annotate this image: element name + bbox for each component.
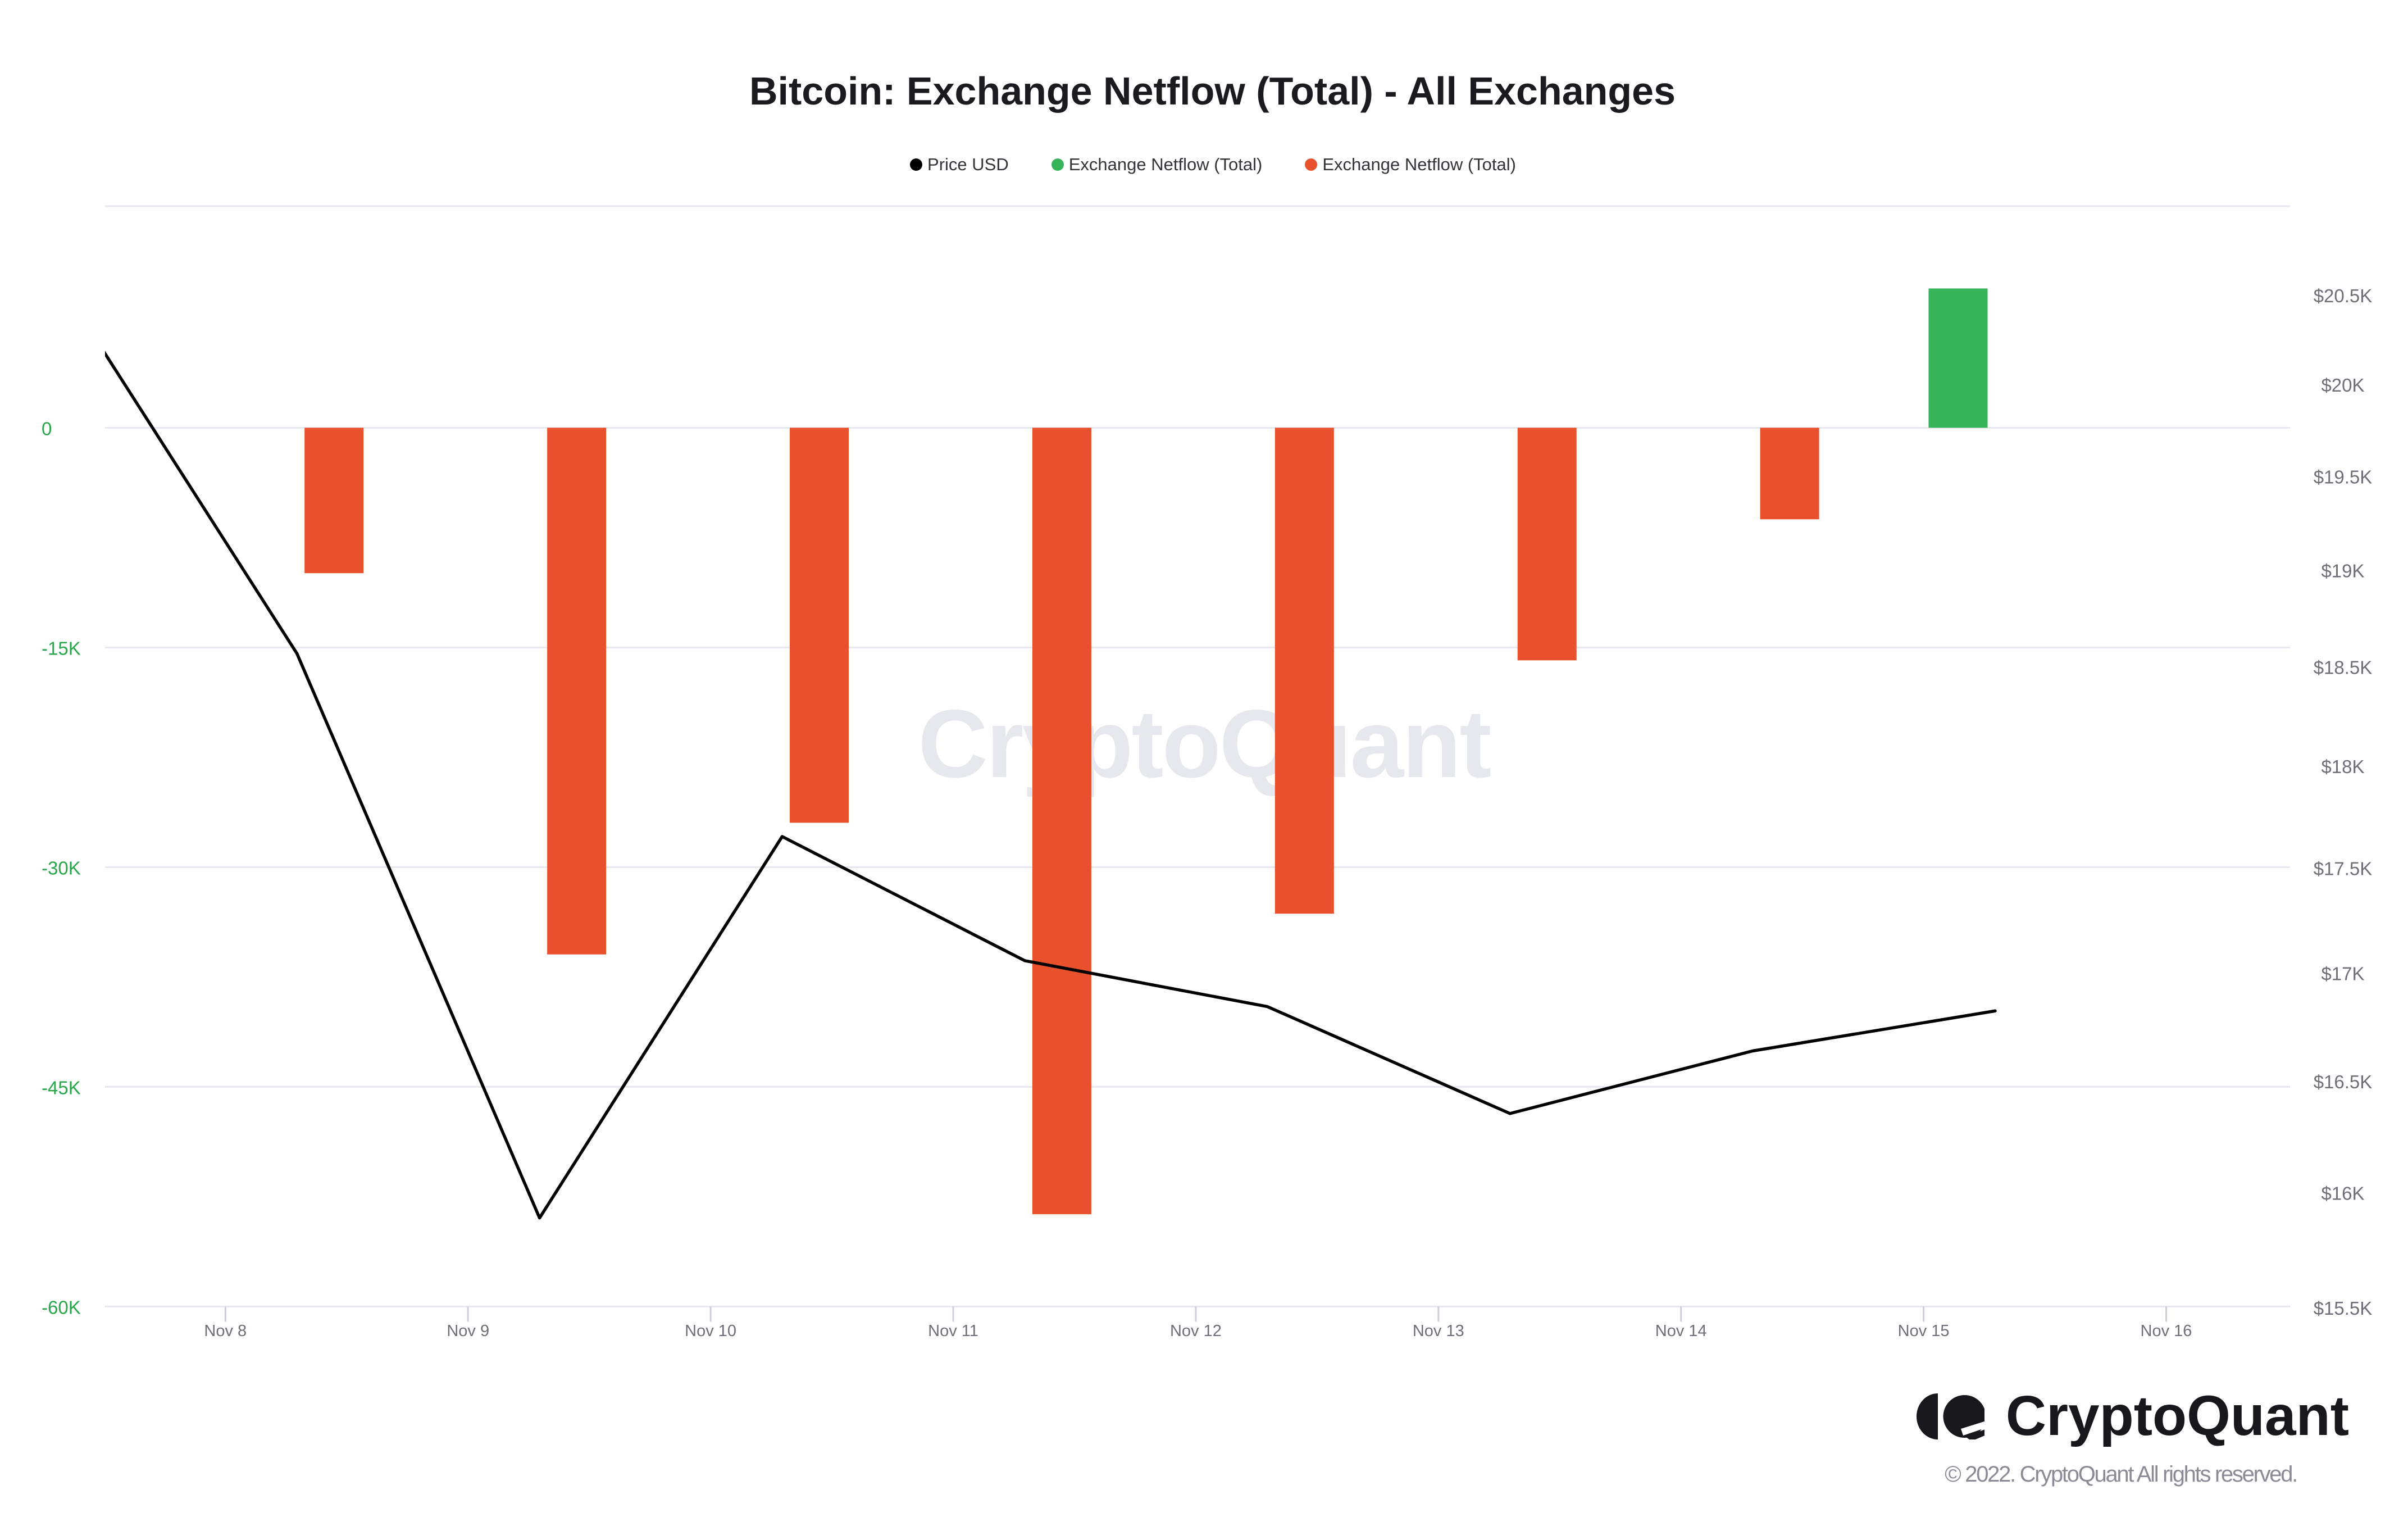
x-tick-label: Nov 9 <box>447 1322 489 1340</box>
right-axis-label: $18K <box>2321 756 2364 777</box>
right-axis-label: $16K <box>2321 1183 2364 1203</box>
netflow-bar-nov9[interactable] <box>547 428 607 955</box>
netflow-bar-nov11[interactable] <box>1032 428 1091 1215</box>
right-axis-label: $19K <box>2321 561 2364 582</box>
legend-item-2[interactable]: Exchange Netflow (Total) <box>1305 155 1516 175</box>
right-axis-label: $17.5K <box>2314 859 2373 879</box>
x-tick-label: Nov 8 <box>204 1322 247 1340</box>
right-axis-label: $18.5K <box>2314 657 2373 678</box>
legend-marker-dot <box>1305 158 1318 171</box>
x-axis: Nov 8 Nov 9 Nov 10 Nov 11 Nov 12 Nov 13 Nov 14… <box>204 1306 2192 1340</box>
netflow-bar-nov14[interactable] <box>1760 428 1819 520</box>
cryptoquant-logo-icon <box>1916 1393 1984 1439</box>
x-tick-label: Nov 12 <box>1170 1322 1222 1340</box>
legend-item-1[interactable]: Exchange Netflow (Total) <box>1051 155 1263 175</box>
price-line[interactable] <box>54 274 1997 1220</box>
right-axis-label: $19.5K <box>2314 466 2373 487</box>
right-axis-label: $16.5K <box>2314 1071 2373 1092</box>
right-axis-label: $17K <box>2321 964 2364 984</box>
netflow-bar-nov8[interactable] <box>304 428 364 574</box>
legend-label: Price USD <box>927 155 1009 174</box>
x-tick-label: Nov 14 <box>1655 1322 1707 1340</box>
legend-label: Exchange Netflow (Total) <box>1322 155 1516 174</box>
right-axis-label: $20.5K <box>2314 285 2373 306</box>
chart-title: Bitcoin: Exchange Netflow (Total) - All … <box>749 69 1676 113</box>
netflow-bar-nov13[interactable] <box>1517 428 1577 661</box>
legend-item-0[interactable]: Price USD <box>910 155 1009 175</box>
left-axis-label: -45K <box>42 1077 81 1098</box>
brand-copyright: © 2022. CryptoQuant All rights reserved. <box>1945 1462 2298 1487</box>
legend-marker-dot <box>910 158 923 171</box>
right-axis: $20.5K $20K $19.5K $19K $18.5K $18K $17.5K $17K… <box>2314 285 2373 1319</box>
left-axis-label: 0 <box>42 418 52 439</box>
x-tick-label: Nov 10 <box>685 1322 736 1340</box>
netflow-columns <box>304 288 1988 1215</box>
left-axis-label: -30K <box>42 857 81 878</box>
brand-logo-text: CryptoQuant <box>2005 1384 2349 1447</box>
footer-brand: CryptoQuant © 2022. CryptoQuant All righ… <box>1916 1384 2349 1487</box>
legend-label: Exchange Netflow (Total) <box>1068 155 1263 174</box>
netflow-bar-nov10[interactable] <box>790 428 849 823</box>
x-tick-label: Nov 11 <box>928 1322 978 1340</box>
right-axis-label: $20K <box>2321 375 2364 396</box>
x-tick-label: Nov 15 <box>1898 1322 1950 1340</box>
right-axis-label: $15.5K <box>2314 1298 2373 1319</box>
gridlines <box>105 205 2290 1307</box>
chart-legend: Price USD Exchange Netflow (Total) Exchang… <box>0 155 2408 175</box>
brand-row: CryptoQuant <box>1916 1384 2349 1448</box>
legend-marker-dot <box>1051 158 1064 171</box>
netflow-bar-nov12[interactable] <box>1274 428 1334 914</box>
watermark-cryptoquant: CryptoQuant <box>918 690 1491 798</box>
x-tick-label: Nov 16 <box>2141 1322 2192 1340</box>
x-tick-label: Nov 13 <box>1413 1322 1464 1340</box>
left-axis: 0 -15K -30K -45K -60K <box>42 418 81 1318</box>
netflow-bar-nov15[interactable] <box>1928 288 1988 428</box>
left-axis-label: -60K <box>42 1297 81 1318</box>
left-axis-label: -15K <box>42 638 81 658</box>
